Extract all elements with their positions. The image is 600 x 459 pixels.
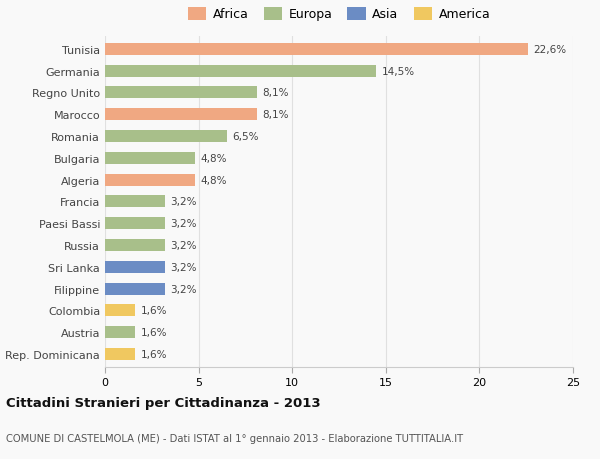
- Bar: [105, 174, 195, 186]
- Bar: [105, 218, 165, 230]
- Text: 8,1%: 8,1%: [262, 110, 289, 120]
- Text: Cittadini Stranieri per Cittadinanza - 2013: Cittadini Stranieri per Cittadinanza - 2…: [6, 396, 320, 409]
- Text: 4,8%: 4,8%: [200, 175, 227, 185]
- Bar: [105, 240, 165, 252]
- Text: 22,6%: 22,6%: [533, 45, 567, 55]
- Text: COMUNE DI CASTELMOLA (ME) - Dati ISTAT al 1° gennaio 2013 - Elaborazione TUTTITA: COMUNE DI CASTELMOLA (ME) - Dati ISTAT a…: [6, 433, 463, 442]
- Bar: [105, 44, 528, 56]
- Bar: [105, 196, 165, 208]
- Text: 3,2%: 3,2%: [170, 241, 197, 251]
- Text: 1,6%: 1,6%: [140, 306, 167, 316]
- Bar: [105, 326, 135, 338]
- Bar: [105, 283, 165, 295]
- Bar: [105, 66, 376, 78]
- Bar: [105, 305, 135, 317]
- Text: 1,6%: 1,6%: [140, 327, 167, 337]
- Bar: [105, 152, 195, 164]
- Text: 8,1%: 8,1%: [262, 88, 289, 98]
- Text: 14,5%: 14,5%: [382, 67, 415, 77]
- Text: 3,2%: 3,2%: [170, 284, 197, 294]
- Legend: Africa, Europa, Asia, America: Africa, Europa, Asia, America: [185, 6, 493, 24]
- Bar: [105, 348, 135, 360]
- Text: 3,2%: 3,2%: [170, 218, 197, 229]
- Text: 3,2%: 3,2%: [170, 262, 197, 272]
- Bar: [105, 131, 227, 143]
- Text: 3,2%: 3,2%: [170, 197, 197, 207]
- Text: 1,6%: 1,6%: [140, 349, 167, 359]
- Bar: [105, 87, 257, 99]
- Text: 4,8%: 4,8%: [200, 153, 227, 163]
- Text: 6,5%: 6,5%: [232, 132, 259, 142]
- Bar: [105, 261, 165, 273]
- Bar: [105, 109, 257, 121]
